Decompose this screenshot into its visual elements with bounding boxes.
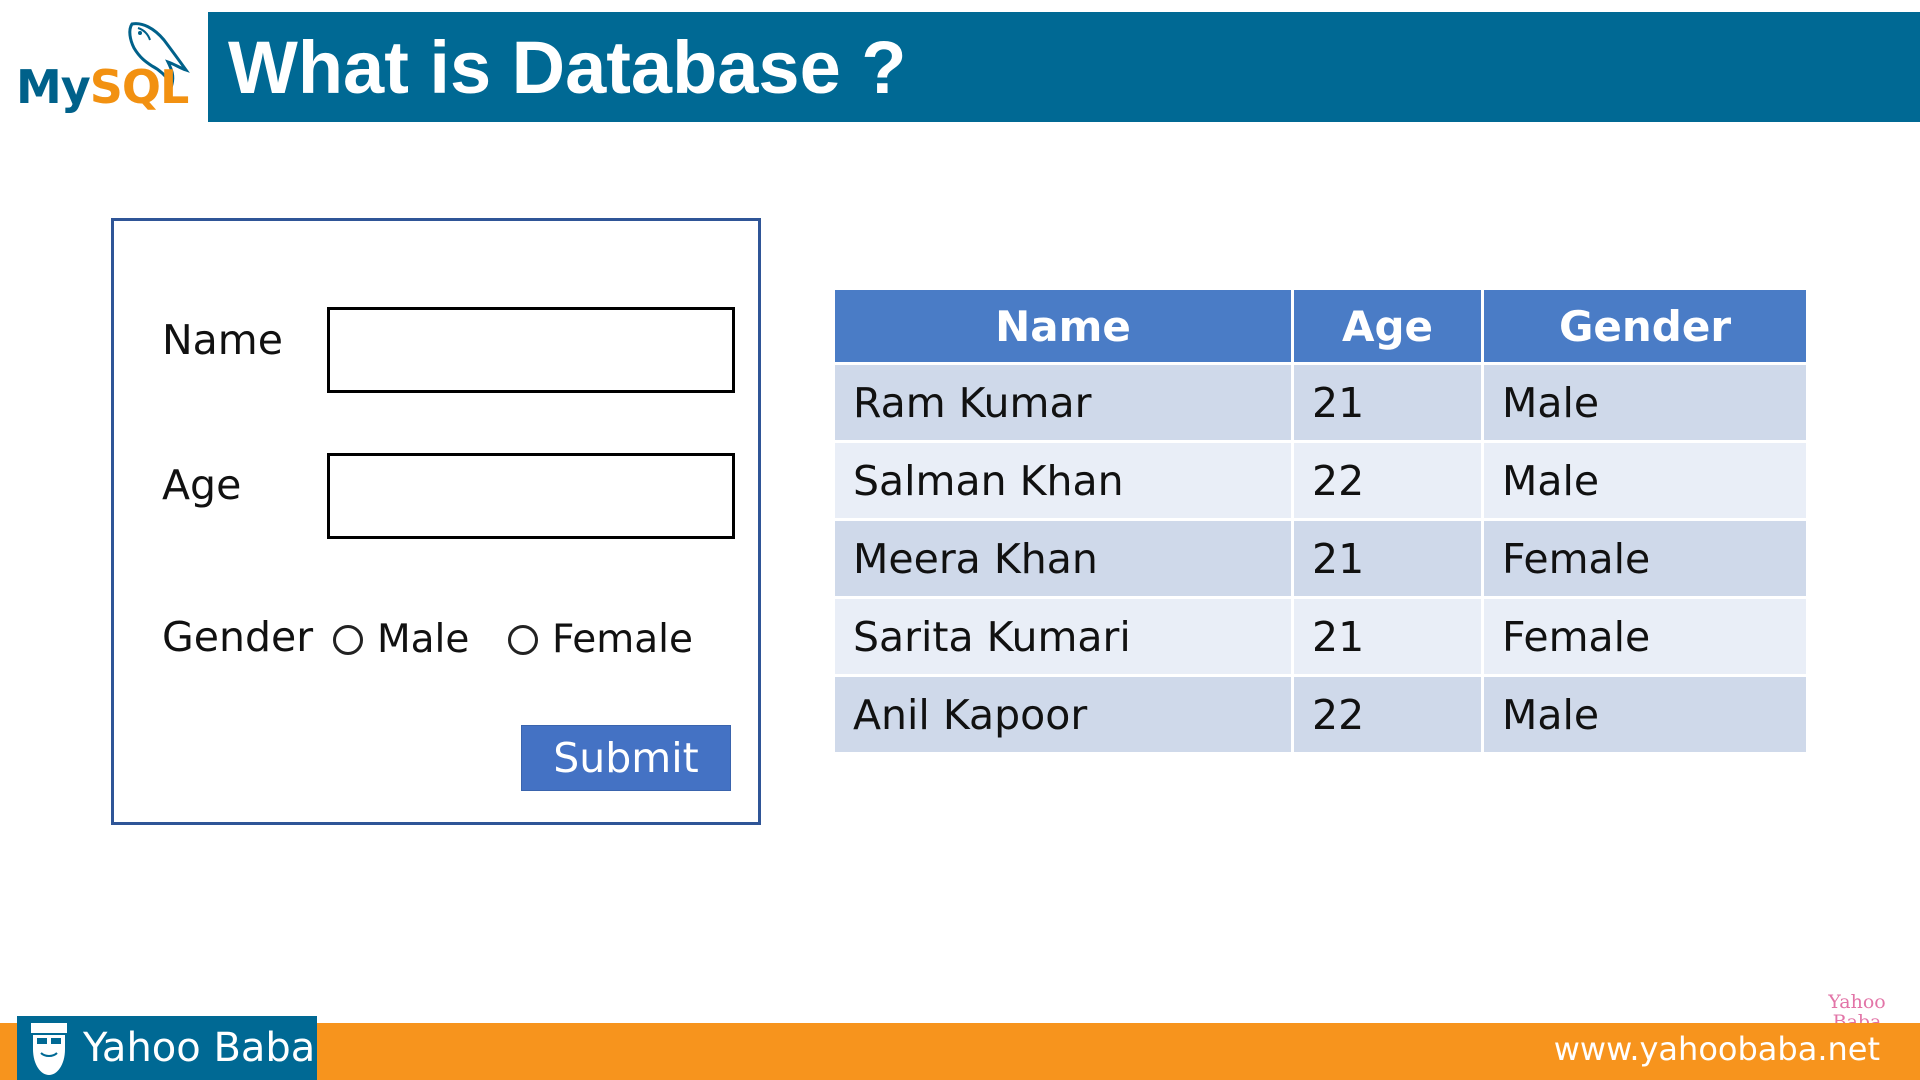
cell-name: Salman Khan: [835, 443, 1291, 518]
logo-text-my: My: [16, 60, 91, 114]
name-label: Name: [162, 316, 283, 364]
data-table: Name Age Gender Ram Kumar 21 Male Salman…: [832, 287, 1809, 755]
cell-name: Anil Kapoor: [835, 677, 1291, 752]
age-input[interactable]: [327, 453, 735, 539]
cell-gender: Male: [1484, 365, 1806, 440]
table-row: Anil Kapoor 22 Male: [835, 677, 1806, 752]
slide-title: What is Database ?: [228, 25, 907, 109]
column-header-name: Name: [835, 290, 1291, 362]
cell-gender: Female: [1484, 599, 1806, 674]
column-header-age: Age: [1294, 290, 1481, 362]
mysql-dolphin-icon: [128, 22, 190, 88]
footer-brand-name: Yahoo Baba: [83, 1025, 316, 1071]
mysql-logo: MySQL: [14, 18, 194, 118]
entry-form: Name Age Gender Male Female Submit: [111, 218, 761, 825]
cell-age: 22: [1294, 677, 1481, 752]
radio-circle-icon[interactable]: [508, 624, 538, 655]
radio-label-male: Male: [377, 617, 470, 662]
cell-gender: Male: [1484, 677, 1806, 752]
radio-label-female: Female: [552, 617, 694, 662]
footer-url: www.yahoobaba.net: [1553, 1030, 1880, 1068]
gender-radio-male[interactable]: Male: [333, 617, 469, 662]
table-row: Ram Kumar 21 Male: [835, 365, 1806, 440]
cell-age: 21: [1294, 599, 1481, 674]
submit-button[interactable]: Submit: [521, 725, 731, 791]
gender-radio-female[interactable]: Female: [508, 617, 693, 662]
cell-age: 22: [1294, 443, 1481, 518]
table-row: Salman Khan 22 Male: [835, 443, 1806, 518]
name-input[interactable]: [327, 307, 735, 393]
table-row: Meera Khan 21 Female: [835, 521, 1806, 596]
bearded-face-icon: [31, 1023, 67, 1075]
table-header-row: Name Age Gender: [835, 290, 1806, 362]
cell-gender: Female: [1484, 521, 1806, 596]
logo-text-sql: SQL: [89, 60, 190, 114]
table-row: Sarita Kumari 21 Female: [835, 599, 1806, 674]
cell-name: Meera Khan: [835, 521, 1291, 596]
watermark-line: Yahoo: [1828, 991, 1886, 1013]
cell-age: 21: [1294, 365, 1481, 440]
age-label: Age: [162, 461, 242, 509]
cell-name: Sarita Kumari: [835, 599, 1291, 674]
cell-name: Ram Kumar: [835, 365, 1291, 440]
footer-brand: Yahoo Baba: [17, 1016, 317, 1080]
gender-label: Gender: [162, 613, 314, 661]
title-banner: What is Database ?: [208, 12, 1920, 122]
footer-bar: [0, 1023, 1920, 1080]
column-header-gender: Gender: [1484, 290, 1806, 362]
cell-age: 21: [1294, 521, 1481, 596]
cell-gender: Male: [1484, 443, 1806, 518]
radio-circle-icon[interactable]: [333, 624, 363, 655]
